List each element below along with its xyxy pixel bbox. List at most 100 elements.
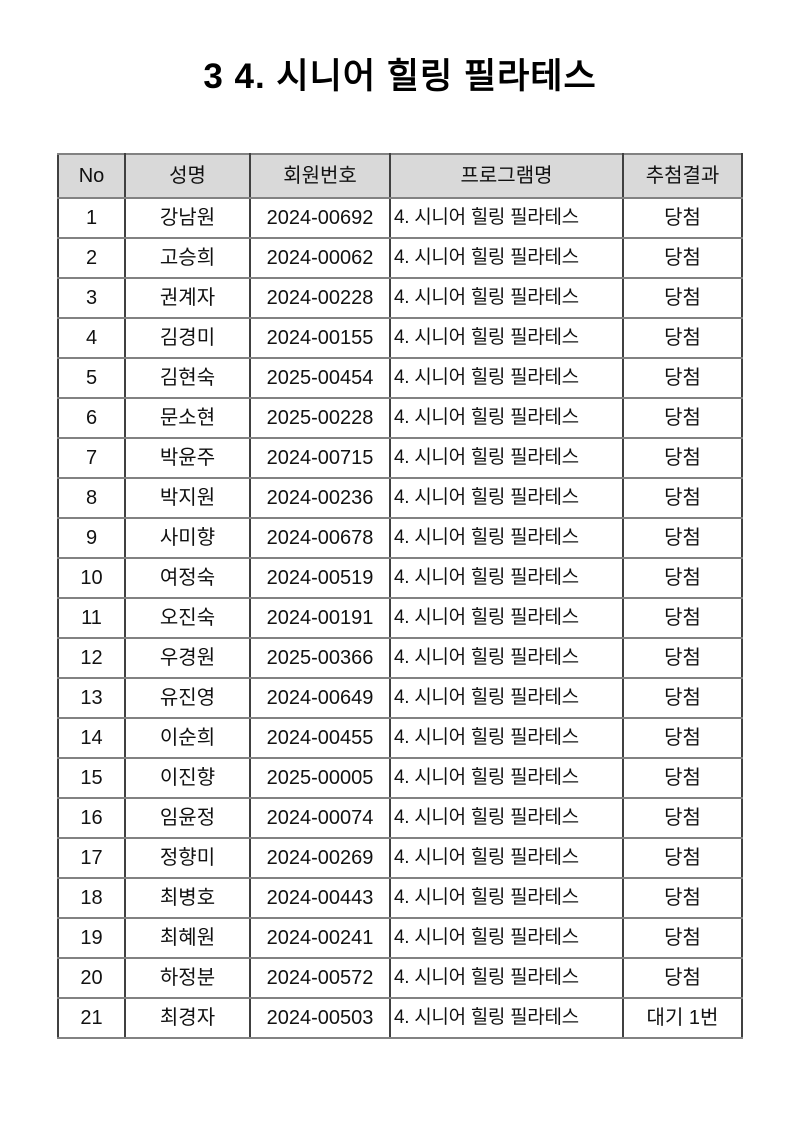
- table-row: 4 김경미 2024-00155 4. 시니어 힐링 필라테스 당첨: [57, 316, 743, 359]
- cell-draw-result: 당첨: [622, 676, 743, 719]
- cell-member-name: 임윤정: [124, 796, 251, 839]
- cell-member-name: 사미향: [124, 516, 251, 559]
- cell-program-name: 4. 시니어 힐링 필라테스: [389, 516, 624, 559]
- cell-member-name: 오진숙: [124, 596, 251, 639]
- header-draw-result: 추첨결과: [622, 152, 743, 199]
- cell-draw-result: 당첨: [622, 476, 743, 519]
- lottery-result-table: No 성명 회원번호 프로그램명 추첨결과 1 강남원 2024-00692 4. 시…: [57, 152, 743, 1039]
- cell-draw-result: 당첨: [622, 596, 743, 639]
- cell-member-name: 김경미: [124, 316, 251, 359]
- cell-program-name: 4. 시니어 힐링 필라테스: [389, 876, 624, 919]
- cell-draw-result: 당첨: [622, 836, 743, 879]
- table-row: 21 최경자 2024-00503 4. 시니어 힐링 필라테스 대기 1번: [57, 996, 743, 1039]
- header-member-number: 회원번호: [249, 152, 391, 199]
- table-row: 1 강남원 2024-00692 4. 시니어 힐링 필라테스 당첨: [57, 196, 743, 239]
- table-row: 3 권계자 2024-00228 4. 시니어 힐링 필라테스 당첨: [57, 276, 743, 319]
- table-row: 17 정향미 2024-00269 4. 시니어 힐링 필라테스 당첨: [57, 836, 743, 879]
- table-row: 13 유진영 2024-00649 4. 시니어 힐링 필라테스 당첨: [57, 676, 743, 719]
- cell-program-name: 4. 시니어 힐링 필라테스: [389, 396, 624, 439]
- cell-draw-result: 당첨: [622, 356, 743, 399]
- cell-member-number: 2024-00678: [249, 516, 391, 559]
- cell-no: 21: [57, 996, 126, 1039]
- cell-no: 10: [57, 556, 126, 599]
- cell-member-number: 2024-00062: [249, 236, 391, 279]
- cell-member-number: 2024-00649: [249, 676, 391, 719]
- cell-program-name: 4. 시니어 힐링 필라테스: [389, 476, 624, 519]
- cell-no: 12: [57, 636, 126, 679]
- cell-member-number: 2024-00715: [249, 436, 391, 479]
- cell-no: 8: [57, 476, 126, 519]
- cell-program-name: 4. 시니어 힐링 필라테스: [389, 436, 624, 479]
- cell-no: 4: [57, 316, 126, 359]
- cell-member-number: 2024-00572: [249, 956, 391, 999]
- cell-no: 19: [57, 916, 126, 959]
- table-row: 19 최혜원 2024-00241 4. 시니어 힐링 필라테스 당첨: [57, 916, 743, 959]
- table-row: 2 고승희 2024-00062 4. 시니어 힐링 필라테스 당첨: [57, 236, 743, 279]
- cell-member-name: 최혜원: [124, 916, 251, 959]
- table-row: 20 하정분 2024-00572 4. 시니어 힐링 필라테스 당첨: [57, 956, 743, 999]
- cell-program-name: 4. 시니어 힐링 필라테스: [389, 996, 624, 1039]
- table-row: 11 오진숙 2024-00191 4. 시니어 힐링 필라테스 당첨: [57, 596, 743, 639]
- cell-member-number: 2025-00366: [249, 636, 391, 679]
- cell-member-number: 2024-00519: [249, 556, 391, 599]
- cell-member-number: 2024-00236: [249, 476, 391, 519]
- cell-member-name: 권계자: [124, 276, 251, 319]
- cell-member-name: 정향미: [124, 836, 251, 879]
- header-name: 성명: [124, 152, 251, 199]
- cell-member-name: 김현숙: [124, 356, 251, 399]
- cell-no: 6: [57, 396, 126, 439]
- cell-draw-result: 당첨: [622, 636, 743, 679]
- cell-program-name: 4. 시니어 힐링 필라테스: [389, 276, 624, 319]
- cell-member-name: 이순희: [124, 716, 251, 759]
- cell-draw-result: 당첨: [622, 196, 743, 239]
- cell-member-number: 2025-00005: [249, 756, 391, 799]
- table-row: 7 박윤주 2024-00715 4. 시니어 힐링 필라테스 당첨: [57, 436, 743, 479]
- cell-no: 3: [57, 276, 126, 319]
- cell-draw-result: 당첨: [622, 436, 743, 479]
- cell-member-number: 2025-00454: [249, 356, 391, 399]
- cell-program-name: 4. 시니어 힐링 필라테스: [389, 756, 624, 799]
- cell-draw-result: 당첨: [622, 396, 743, 439]
- table-row: 8 박지원 2024-00236 4. 시니어 힐링 필라테스 당첨: [57, 476, 743, 519]
- table-row: 5 김현숙 2025-00454 4. 시니어 힐링 필라테스 당첨: [57, 356, 743, 399]
- cell-member-name: 고승희: [124, 236, 251, 279]
- cell-draw-result: 당첨: [622, 956, 743, 999]
- table-row: 16 임윤정 2024-00074 4. 시니어 힐링 필라테스 당첨: [57, 796, 743, 839]
- cell-member-name: 여정숙: [124, 556, 251, 599]
- cell-member-number: 2024-00074: [249, 796, 391, 839]
- table-row: 18 최병호 2024-00443 4. 시니어 힐링 필라테스 당첨: [57, 876, 743, 919]
- cell-member-number: 2024-00503: [249, 996, 391, 1039]
- cell-no: 5: [57, 356, 126, 399]
- cell-draw-result: 당첨: [622, 756, 743, 799]
- cell-member-number: 2024-00455: [249, 716, 391, 759]
- cell-member-number: 2025-00228: [249, 396, 391, 439]
- cell-member-name: 최병호: [124, 876, 251, 919]
- cell-no: 14: [57, 716, 126, 759]
- table-header: No 성명 회원번호 프로그램명 추첨결과: [57, 152, 743, 199]
- cell-member-name: 우경원: [124, 636, 251, 679]
- cell-draw-result: 당첨: [622, 556, 743, 599]
- cell-draw-result: 당첨: [622, 876, 743, 919]
- table-row: 12 우경원 2025-00366 4. 시니어 힐링 필라테스 당첨: [57, 636, 743, 679]
- cell-member-number: 2024-00191: [249, 596, 391, 639]
- cell-member-name: 박윤주: [124, 436, 251, 479]
- cell-member-number: 2024-00155: [249, 316, 391, 359]
- cell-member-name: 문소현: [124, 396, 251, 439]
- cell-program-name: 4. 시니어 힐링 필라테스: [389, 196, 624, 239]
- cell-draw-result: 당첨: [622, 316, 743, 359]
- table-row: 6 문소현 2025-00228 4. 시니어 힐링 필라테스 당첨: [57, 396, 743, 439]
- cell-no: 1: [57, 196, 126, 239]
- header-program-name: 프로그램명: [389, 152, 624, 199]
- cell-program-name: 4. 시니어 힐링 필라테스: [389, 316, 624, 359]
- cell-draw-result: 대기 1번: [622, 996, 743, 1039]
- cell-program-name: 4. 시니어 힐링 필라테스: [389, 596, 624, 639]
- cell-draw-result: 당첨: [622, 276, 743, 319]
- cell-member-number: 2024-00241: [249, 916, 391, 959]
- cell-member-number: 2024-00692: [249, 196, 391, 239]
- cell-no: 13: [57, 676, 126, 719]
- cell-draw-result: 당첨: [622, 916, 743, 959]
- cell-program-name: 4. 시니어 힐링 필라테스: [389, 676, 624, 719]
- cell-member-number: 2024-00443: [249, 876, 391, 919]
- table-row: 14 이순희 2024-00455 4. 시니어 힐링 필라테스 당첨: [57, 716, 743, 759]
- cell-no: 11: [57, 596, 126, 639]
